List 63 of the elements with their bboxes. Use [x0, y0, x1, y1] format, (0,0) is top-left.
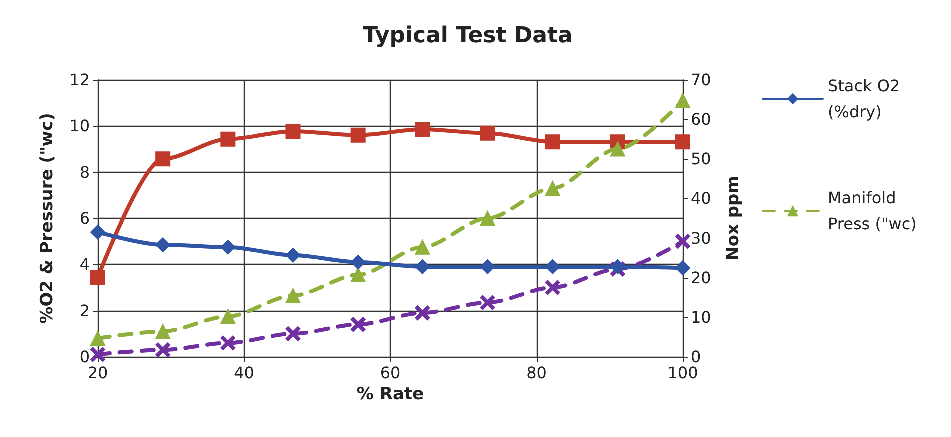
point: [480, 259, 496, 274]
point: [156, 342, 171, 358]
point: [480, 211, 496, 226]
y-tick-label: 6: [80, 209, 90, 228]
point: [415, 306, 430, 321]
x-axis-title: % Rate: [356, 384, 424, 404]
x-tick-label: 40: [234, 364, 254, 382]
point: [676, 260, 690, 276]
point: [220, 336, 236, 351]
point: [350, 268, 366, 283]
y2-tick-label: 40: [691, 189, 712, 208]
point: [545, 259, 560, 274]
point: [220, 309, 236, 324]
point: [90, 331, 106, 346]
y2-axis-title: Nox ppm: [724, 176, 744, 261]
point: [286, 248, 301, 263]
point: [676, 93, 690, 108]
y-tick-label: 4: [80, 255, 90, 274]
point: [286, 288, 301, 304]
point: [480, 126, 496, 141]
y2-tick-label: 70: [691, 70, 712, 90]
y-tick-label: 2: [80, 301, 90, 320]
y2-tick-label: 30: [691, 228, 712, 248]
point: [90, 347, 106, 362]
point: [286, 326, 301, 342]
point: [415, 122, 430, 137]
point: [676, 234, 690, 250]
point: [156, 238, 171, 253]
point: [545, 280, 560, 296]
point: [350, 254, 366, 270]
point: [415, 240, 430, 255]
chart-title: Typical Test Data: [363, 24, 573, 48]
x-tick-label: 100: [668, 364, 698, 382]
point: [286, 124, 301, 139]
y2-tick-label: 60: [691, 110, 712, 130]
x-tick-label: 20: [88, 364, 108, 382]
point: [90, 224, 106, 240]
x-tick-label: 80: [526, 364, 547, 382]
point: [90, 270, 106, 286]
y2-tick-label: 20: [691, 268, 712, 288]
point: [350, 317, 366, 332]
y-axis-title: %O2 & Pressure ("wc): [38, 113, 58, 324]
y-tick-label: 0: [80, 348, 90, 366]
point: [156, 152, 171, 167]
y2-tick-label: 0: [691, 348, 702, 366]
point: [220, 132, 236, 147]
legend-label: Manifold Press ("wc): [828, 188, 917, 234]
point: [676, 134, 690, 150]
point: [545, 180, 560, 196]
point: [220, 240, 236, 255]
y-tick-label: 10: [70, 116, 90, 136]
y2-tick-label: 50: [691, 150, 712, 169]
point: [350, 128, 366, 143]
y-tick-label: 12: [70, 70, 90, 90]
point: [545, 134, 560, 150]
point: [480, 295, 496, 310]
legend-label: Stack O2 (%dry): [828, 76, 906, 122]
point: [610, 142, 626, 157]
y-tick-label: 8: [80, 162, 90, 182]
y2-tick-label: 10: [691, 308, 712, 327]
point: [415, 259, 430, 274]
point: [156, 324, 171, 340]
x-tick-label: 60: [380, 364, 401, 382]
